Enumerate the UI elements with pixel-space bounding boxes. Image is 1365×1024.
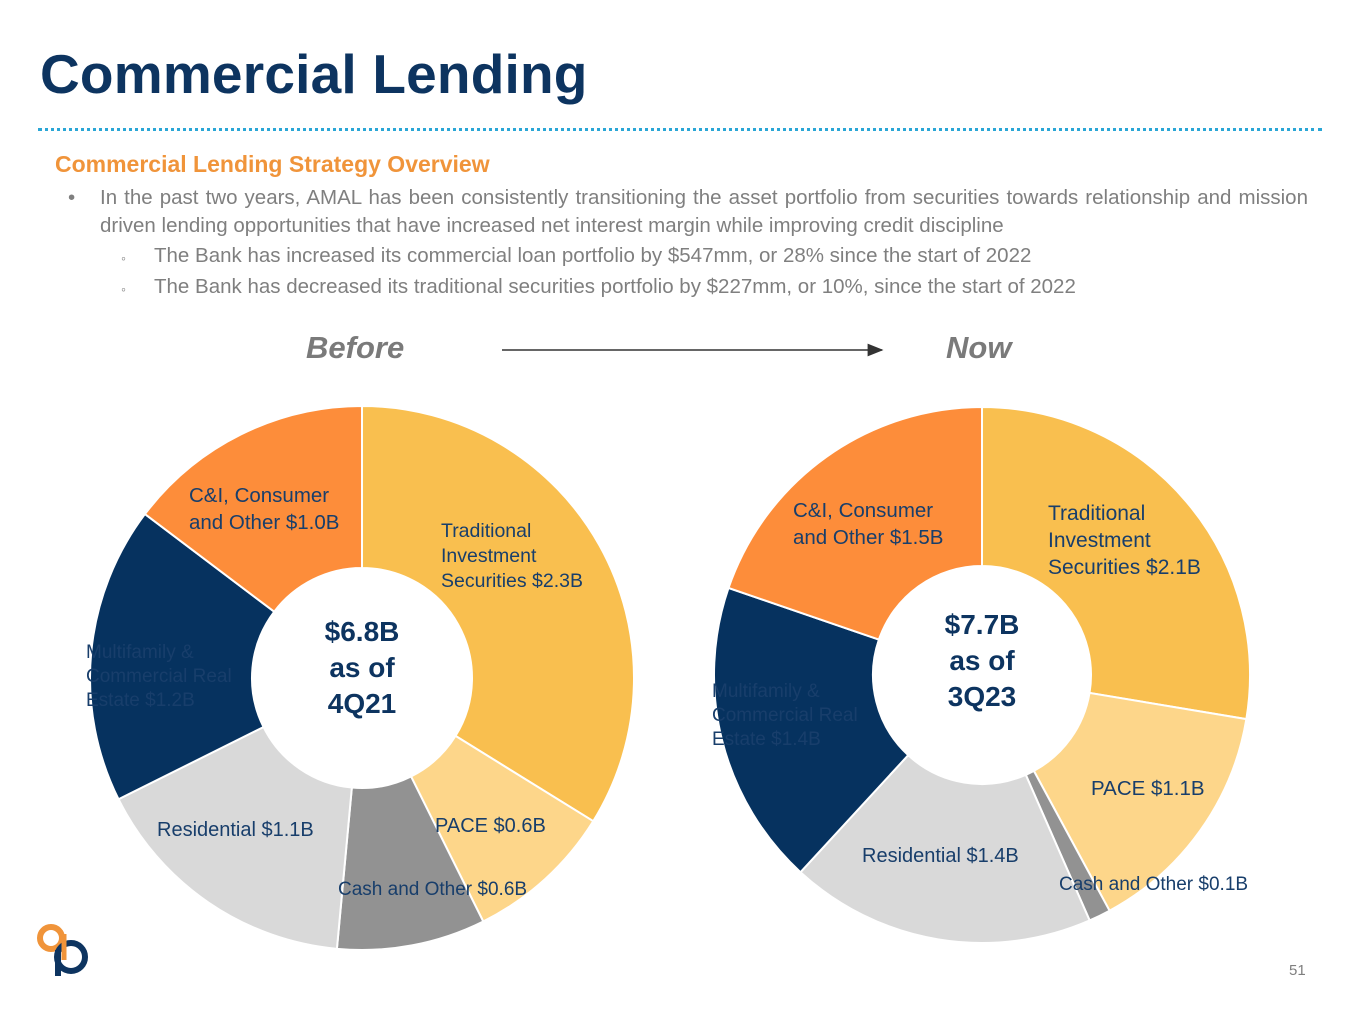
slice-label-pace: PACE $0.6B	[435, 815, 546, 837]
donut-center-label: $6.8B as of 4Q21	[325, 616, 400, 719]
page-title: Commercial Lending	[40, 43, 588, 105]
sub-bullet-text: The Bank has decreased its traditional s…	[154, 275, 1076, 298]
slice-label-multifamily-cre: Multifamily & Commercial Real Estate $1.2B	[86, 642, 232, 711]
donut-chart-before: Traditional Investment Securities $2.3B PAC…	[86, 404, 635, 951]
slice-residential	[117, 725, 353, 950]
slice-label-securities: Traditional Investment Securities $2.3B	[441, 520, 583, 592]
sub-bullet-marker: ◦	[121, 281, 126, 297]
chart-title-now: Now	[946, 330, 1012, 365]
slice-label-pace: PACE $1.1B	[1091, 777, 1205, 800]
slice-label-residential: Residential $1.1B	[157, 819, 314, 841]
slice-label-cash-other: Cash and Other $0.1B	[1059, 874, 1248, 895]
slice-ci-consumer	[727, 405, 983, 641]
sub-bullet-text: The Bank has increased its commercial lo…	[154, 244, 1032, 267]
sub-bullet-marker: ◦	[121, 250, 126, 266]
slice-label-residential: Residential $1.4B	[862, 845, 1019, 867]
company-logo	[34, 920, 96, 987]
slice-label-securities: Traditional Investment Securities $2.1B	[1048, 502, 1201, 579]
donut-chart-now: Traditional Investment Securities $2.1B PAC…	[712, 405, 1251, 944]
slice-pace	[1032, 691, 1248, 913]
chart-title-before: Before	[306, 330, 405, 365]
slice-label-multifamily-cre: Multifamily & Commercial Real Estate $1.4B	[712, 681, 858, 750]
slice-securities	[981, 405, 1251, 721]
slice-residential	[799, 753, 1091, 944]
section-subtitle: Commercial Lending Strategy Overview	[55, 151, 490, 177]
slice-label-ci-consumer: C&I, Consumer and Other $1.0B	[189, 484, 339, 534]
slice-multifamily-cre	[89, 512, 276, 801]
slice-label-ci-consumer: C&I, Consumer and Other $1.5B	[793, 499, 943, 549]
slice-label-cash-other: Cash and Other $0.6B	[338, 879, 527, 900]
slice-ci-consumer	[143, 404, 363, 614]
main-bullet-text: In the past two years, AMAL has been con…	[100, 186, 1308, 237]
bullet-marker: •	[68, 186, 76, 209]
slice-multifamily-cre	[713, 586, 910, 874]
dotted-divider	[38, 128, 1322, 131]
page-number: 51	[1289, 962, 1306, 979]
donut-center-label: $7.7B as of 3Q23	[945, 609, 1020, 712]
slice-securities	[361, 404, 635, 823]
